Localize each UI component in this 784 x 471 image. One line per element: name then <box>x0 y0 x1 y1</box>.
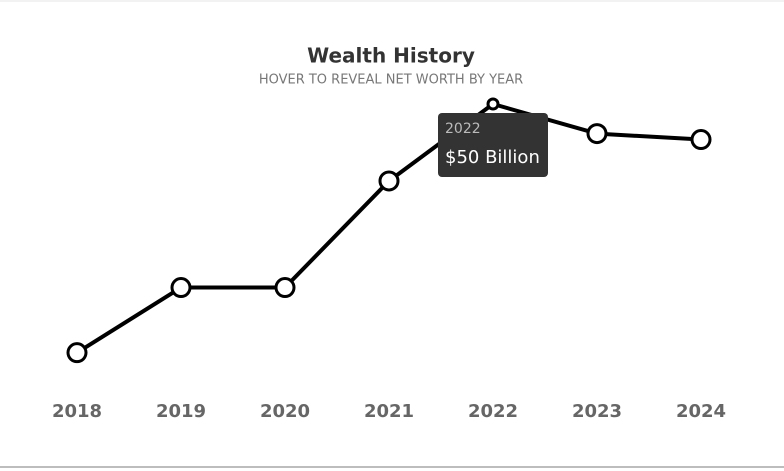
data-point[interactable] <box>66 342 88 364</box>
data-point[interactable] <box>170 277 192 299</box>
data-point[interactable] <box>586 123 608 145</box>
data-point[interactable] <box>486 97 500 111</box>
tooltip-year: 2022 <box>445 121 481 137</box>
x-tick-label: 2019 <box>156 401 206 422</box>
data-point[interactable] <box>274 277 296 299</box>
x-tick-label: 2023 <box>572 401 622 422</box>
x-tick-label: 2024 <box>676 401 726 422</box>
x-tick-label: 2020 <box>260 401 310 422</box>
x-tick-label: 2021 <box>364 401 414 422</box>
x-tick-label: 2022 <box>468 401 518 422</box>
tooltip-value: $50 Billion <box>445 147 540 168</box>
tooltip <box>438 113 548 177</box>
chart-subtitle: HOVER TO REVEAL NET WORTH BY YEAR <box>259 73 523 88</box>
data-point[interactable] <box>690 129 712 151</box>
x-tick-label: 2018 <box>52 401 102 422</box>
data-point[interactable] <box>378 170 400 192</box>
chart-title: Wealth History <box>307 44 475 68</box>
